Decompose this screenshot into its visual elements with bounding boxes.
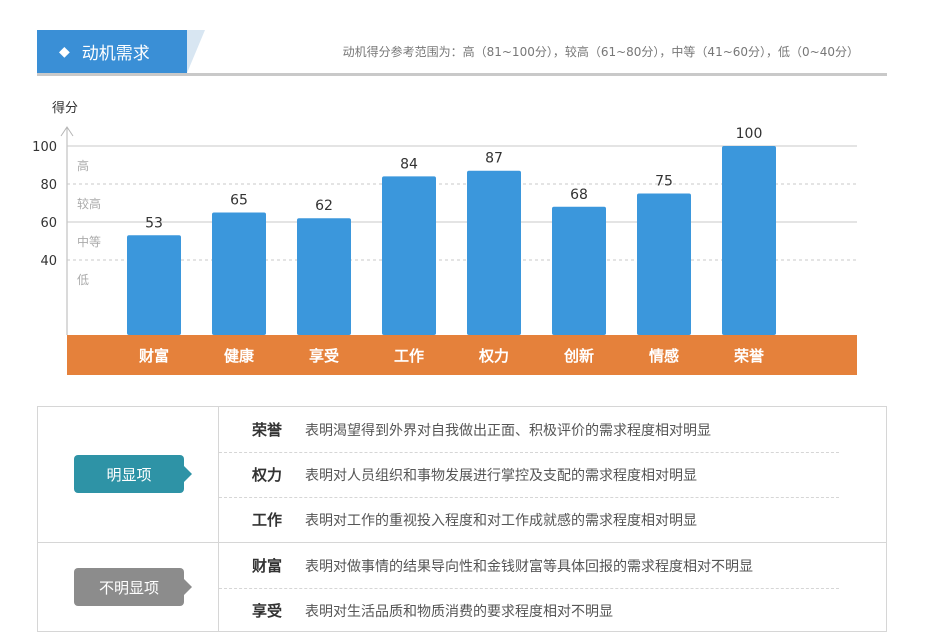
row-name: 工作 <box>251 511 282 529</box>
section-header: ◆ 动机需求 动机得分参考范围为：高（81~100分），较高（61~80分），中… <box>37 30 887 76</box>
result-table: 明显项 荣誉 表明渴望得到外界对自我做出正面、积极评价的需求程度相对明显 权力 … <box>37 406 887 632</box>
bar <box>637 193 691 335</box>
bar-value-label: 65 <box>230 193 248 209</box>
row-desc: 表明对做事情的结果导向性和金钱财富等具体回报的需求程度相对不明显 <box>305 558 753 575</box>
bar-value-label: 62 <box>315 198 333 214</box>
group-not-significant: 不明显项 财富 表明对做事情的结果导向性和金钱财富等具体回报的需求程度相对不明显… <box>38 543 886 631</box>
level-label: 低 <box>77 273 89 287</box>
motivation-bar-chart: 得分 40 60 80 100 高较高中等低 53 财富 65 健康 62 享受 84 工作 87 权力 68 创… <box>0 90 932 390</box>
level-label: 中等 <box>77 234 101 249</box>
group-label-cell: 明显项 <box>38 407 219 542</box>
level-label: 高 <box>77 158 89 173</box>
bar <box>212 212 266 335</box>
diamond-icon: ◆ <box>59 43 70 60</box>
row-name: 财富 <box>251 557 282 575</box>
bar-value-label: 53 <box>145 215 163 231</box>
y-tick-label: 100 <box>32 140 57 155</box>
y-axis-label: 得分 <box>52 100 78 116</box>
group-significant: 明显项 荣誉 表明渴望得到外界对自我做出正面、积极评价的需求程度相对明显 权力 … <box>38 407 886 542</box>
reference-range-text: 动机得分参考范围为：高（81~100分），较高（61~80分），中等（41~60… <box>342 45 859 59</box>
group-label-cell: 不明显项 <box>38 543 219 631</box>
table-row: 享受 表明对生活品质和物质消费的要求程度相对不明显 <box>219 588 839 633</box>
category-label: 健康 <box>224 347 255 365</box>
table-row: 财富 表明对做事情的结果导向性和金钱财富等具体回报的需求程度相对不明显 <box>219 543 839 589</box>
significant-badge: 明显项 <box>74 455 192 493</box>
category-label: 创新 <box>563 347 594 365</box>
category-label: 工作 <box>394 347 424 365</box>
section-tab: ◆ 动机需求 <box>37 30 187 73</box>
row-name: 享受 <box>251 602 282 620</box>
row-desc: 表明对工作的重视投入程度和对工作成就感的需求程度相对明显 <box>305 512 697 529</box>
row-name: 权力 <box>251 466 282 484</box>
not-significant-badge: 不明显项 <box>74 568 192 606</box>
tab-tail <box>187 30 205 73</box>
bar-value-label: 100 <box>736 126 763 142</box>
bar-value-label: 68 <box>570 187 588 203</box>
level-label: 较高 <box>77 196 101 211</box>
y-tick-label: 80 <box>40 178 57 193</box>
bar <box>127 235 181 335</box>
row-desc: 表明对人员组织和事物发展进行掌控及支配的需求程度相对明显 <box>305 467 697 484</box>
bar <box>467 170 521 335</box>
bar-value-label: 87 <box>485 151 503 167</box>
bar-value-label: 75 <box>655 174 673 190</box>
category-label: 情感 <box>649 347 679 365</box>
bar-value-label: 84 <box>400 156 418 172</box>
table-row: 工作 表明对工作的重视投入程度和对工作成就感的需求程度相对明显 <box>219 497 839 542</box>
category-label: 权力 <box>478 347 509 365</box>
bar <box>722 146 776 335</box>
header-underline <box>37 73 887 76</box>
y-axis-arrow-icon <box>60 126 74 137</box>
category-band <box>67 335 857 375</box>
category-label: 荣誉 <box>733 347 765 365</box>
y-tick-label: 40 <box>40 254 57 269</box>
table-row: 荣誉 表明渴望得到外界对自我做出正面、积极评价的需求程度相对明显 <box>219 407 839 453</box>
section-title: 动机需求 <box>81 44 150 64</box>
row-name: 荣誉 <box>251 421 282 439</box>
category-label: 享受 <box>309 347 339 365</box>
row-desc: 表明渴望得到外界对自我做出正面、积极评价的需求程度相对明显 <box>305 422 711 439</box>
bar <box>552 206 606 335</box>
bar <box>297 218 351 335</box>
group-divider <box>38 542 886 543</box>
row-desc: 表明对生活品质和物质消费的要求程度相对不明显 <box>305 603 613 620</box>
y-tick-label: 60 <box>40 216 57 231</box>
table-row: 权力 表明对人员组织和事物发展进行掌控及支配的需求程度相对明显 <box>219 452 839 498</box>
category-label: 财富 <box>139 347 169 365</box>
bar <box>382 176 436 335</box>
